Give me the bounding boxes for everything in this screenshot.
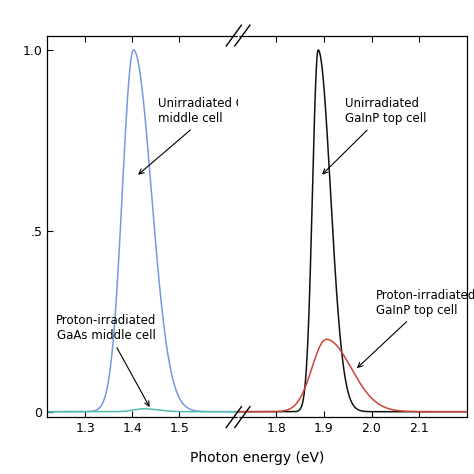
Text: Unirradiated
GaInP top cell: Unirradiated GaInP top cell	[323, 97, 427, 174]
Text: Photon energy (eV): Photon energy (eV)	[190, 450, 324, 465]
Text: Proton-irradiated
GaInP top cell: Proton-irradiated GaInP top cell	[358, 289, 474, 367]
Text: Proton-irradiated
GaAs middle cell: Proton-irradiated GaAs middle cell	[56, 314, 156, 406]
Text: Unirradiated GaAs
middle cell: Unirradiated GaAs middle cell	[139, 97, 266, 174]
